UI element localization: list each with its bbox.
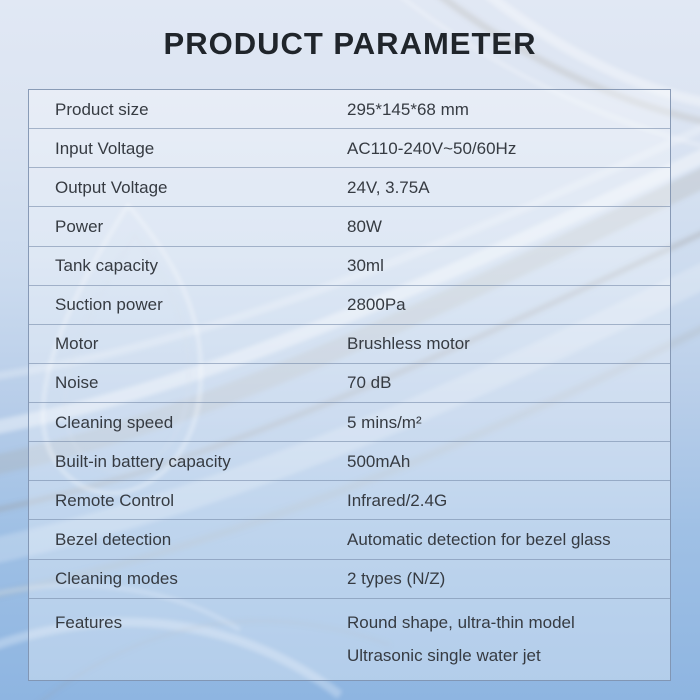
param-value: 30ml [347, 249, 670, 282]
param-label: Input Voltage [55, 138, 155, 158]
param-label: Cleaning speed [55, 412, 174, 432]
param-value: AC110-240V~50/60Hz [347, 132, 670, 165]
table-row: Output Voltage 24V, 3.75A [29, 167, 670, 206]
param-label: Tank capacity [55, 256, 158, 276]
param-value: Automatic detection for bezel glass [347, 523, 670, 556]
param-value-line1: Infrared/2.4G [347, 490, 448, 510]
param-label: Suction power [55, 295, 163, 315]
param-value: Round shape, ultra-thin model Ultrasonic… [347, 606, 670, 672]
param-value-line1: 295*145*68 mm [347, 99, 469, 119]
param-value-line1: 5 mins/m² [347, 412, 422, 432]
param-value: 5 mins/m² [347, 406, 670, 439]
param-value: Infrared/2.4G [347, 484, 670, 517]
page-title: PRODUCT PARAMETER [163, 26, 537, 61]
param-value-line1: 2800Pa [347, 295, 406, 315]
table-row: Tank capacity 30ml [29, 245, 670, 285]
table-row: Built-in battery capacity 500mAh [29, 441, 670, 480]
param-label: Remote Control [55, 490, 175, 510]
param-label: Product size [55, 99, 149, 119]
param-label: Bezel detection [55, 529, 172, 549]
param-value-line1: 24V, 3.75A [347, 177, 430, 197]
table-row: Remote Control Infrared/2.4G [29, 480, 670, 519]
table-row: Suction power 2800Pa [29, 284, 670, 324]
param-value-line1: 2 types (N/Z) [347, 569, 446, 589]
table-row: Product size 295*145*68 mm [29, 90, 670, 128]
product-parameter-table: Product size 295*145*68 mm Input Voltage… [28, 89, 671, 681]
param-label: Features [55, 612, 123, 632]
table-row: Input Voltage AC110-240V~50/60Hz [29, 128, 670, 167]
table-row: Bezel detection Automatic detection for … [29, 519, 670, 558]
param-value: 295*145*68 mm [347, 93, 670, 126]
param-value: 24V, 3.75A [347, 171, 670, 204]
table-row: Power 80W [29, 206, 670, 245]
param-value: 2800Pa [347, 288, 670, 321]
param-value-line1: Automatic detection for bezel glass [347, 529, 611, 549]
param-value-line2: Ultrasonic single water jet [347, 645, 541, 665]
param-value: Brushless motor [347, 327, 670, 360]
param-value-line1: 30ml [347, 256, 384, 276]
param-label: Cleaning modes [55, 569, 178, 589]
param-label: Output Voltage [55, 177, 168, 197]
table-row: Features Round shape, ultra-thin model U… [29, 597, 670, 680]
param-label: Noise [55, 373, 99, 393]
param-value: 500mAh [347, 445, 670, 478]
param-value-line1: AC110-240V~50/60Hz [347, 138, 517, 158]
param-value-line1: 70 dB [347, 373, 392, 393]
param-value: 2 types (N/Z) [347, 562, 670, 595]
param-value: 80W [347, 210, 670, 243]
param-value-line1: 80W [347, 216, 382, 236]
param-value-line1: Brushless motor [347, 334, 470, 354]
table-row: Cleaning speed 5 mins/m² [29, 402, 670, 441]
param-value: 70 dB [347, 366, 670, 399]
param-value-line1: Round shape, ultra-thin model [347, 612, 575, 632]
param-label: Built-in battery capacity [55, 451, 231, 471]
param-label: Motor [55, 334, 99, 354]
param-label: Power [55, 216, 104, 236]
table-row: Noise 70 dB [29, 362, 670, 402]
table-row: Motor Brushless motor [29, 323, 670, 363]
table-row: Cleaning modes 2 types (N/Z) [29, 558, 670, 598]
param-value-line1: 500mAh [347, 451, 411, 471]
